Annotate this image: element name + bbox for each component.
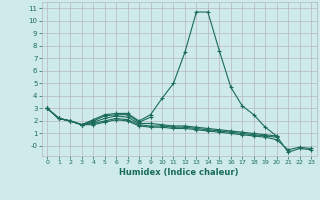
X-axis label: Humidex (Indice chaleur): Humidex (Indice chaleur) <box>119 168 239 177</box>
